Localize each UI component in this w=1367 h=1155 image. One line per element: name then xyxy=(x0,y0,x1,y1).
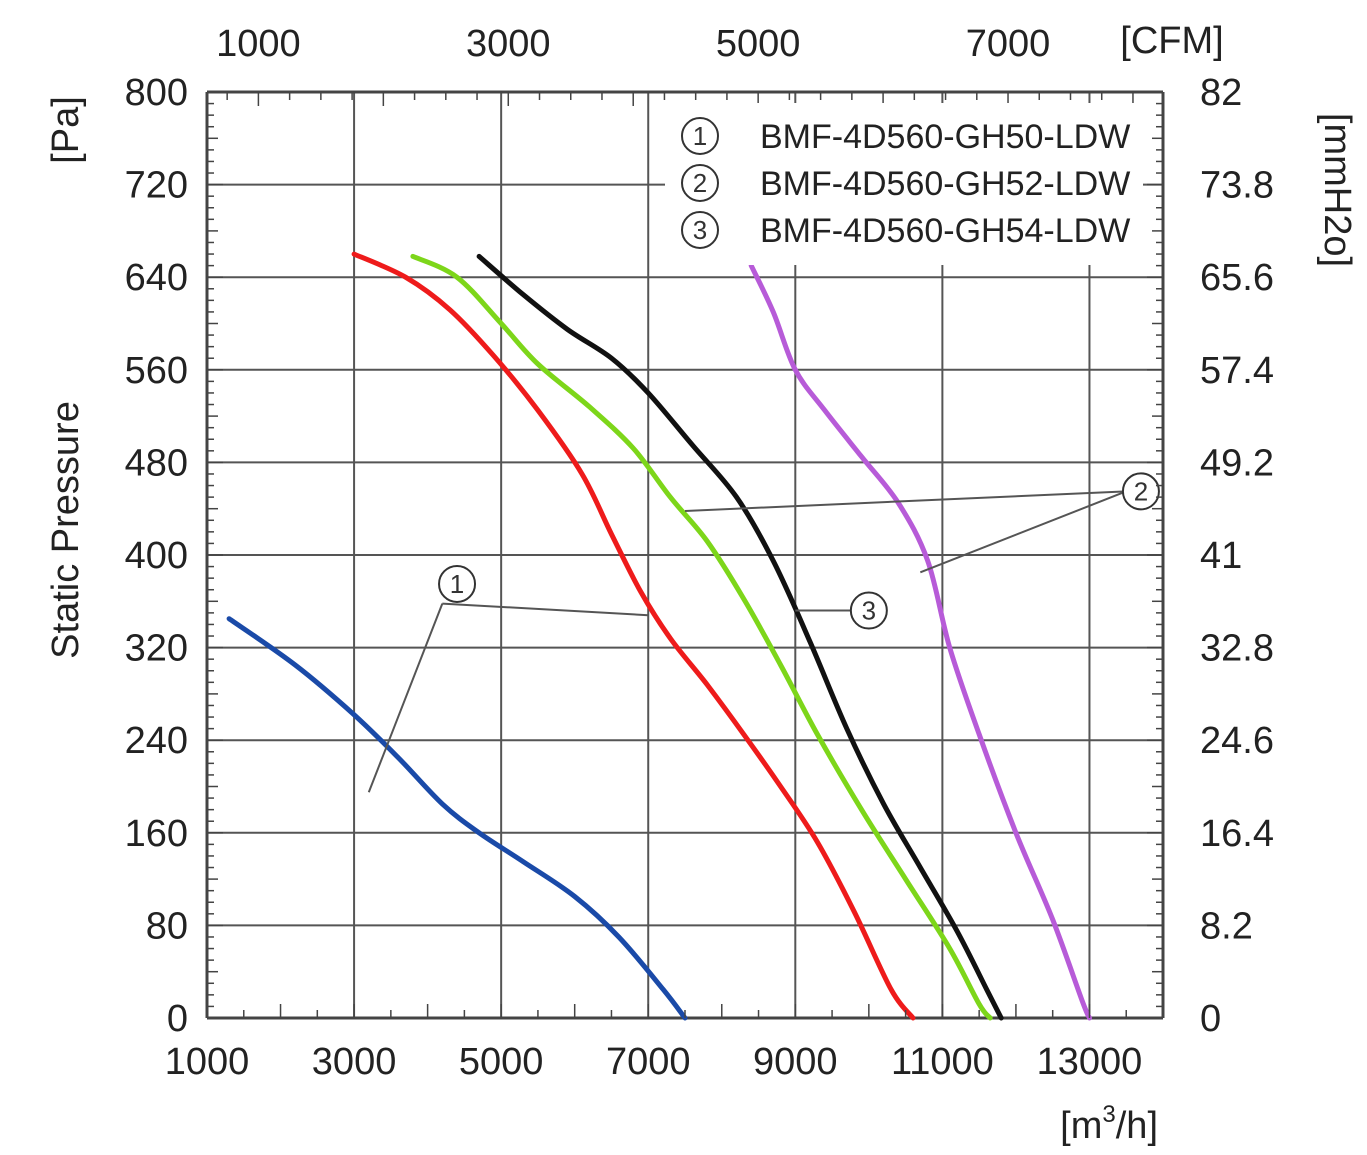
top-tick-label: 1000 xyxy=(216,23,301,65)
leader-line-2-a xyxy=(684,490,1127,513)
y-tick-label: 240 xyxy=(125,720,188,762)
y-tick-label: 640 xyxy=(125,257,188,299)
leader-line-1-a xyxy=(367,603,444,793)
legend-background xyxy=(665,103,1143,265)
y-tick-label: 320 xyxy=(125,628,188,670)
axis-ticks: 08016024032040048056064072080008.216.424… xyxy=(125,23,1274,1083)
x-axis-unit-superscript: 3 xyxy=(1102,1101,1115,1128)
x-tick-label: 9000 xyxy=(753,1041,838,1083)
right-tick-label: 16.4 xyxy=(1200,813,1274,855)
y-tick-label: 560 xyxy=(125,350,188,392)
x-axis-unit-tail: /h] xyxy=(1116,1105,1158,1147)
y-axis-title: Static Pressure xyxy=(45,401,87,659)
series-curve-3 xyxy=(410,253,993,1021)
legend-marker-1: 1 xyxy=(693,121,707,151)
top-tick-label: 7000 xyxy=(966,23,1051,65)
y-tick-label: 400 xyxy=(125,535,188,577)
annotation-marker-2: 2 xyxy=(1134,476,1148,506)
right-tick-label: 24.6 xyxy=(1200,720,1274,762)
annotation-circle-2 xyxy=(1121,472,1160,511)
legend-marker-circle-2 xyxy=(681,164,719,202)
right-tick-label: 8.2 xyxy=(1200,905,1253,947)
series-curve-5 xyxy=(748,263,1092,1021)
y-tick-label: 480 xyxy=(125,442,188,484)
annotation-circle-3 xyxy=(849,591,888,630)
y-axis-unit: [Pa] xyxy=(45,96,87,164)
legend-marker-circle-3 xyxy=(681,211,719,249)
legend-marker-3: 3 xyxy=(693,215,707,245)
right-tick-label: 57.4 xyxy=(1200,350,1274,392)
x-axis-unit-base: [m xyxy=(1060,1105,1102,1147)
legend-label-1: BMF-4D560-GH50-LDW xyxy=(760,118,1130,156)
leader-line-2-b xyxy=(919,490,1127,574)
top-tick-label: 5000 xyxy=(716,23,801,65)
top-axis-unit: [CFM] xyxy=(1120,20,1223,62)
x-tick-label: 7000 xyxy=(606,1041,691,1083)
right-tick-label: 65.6 xyxy=(1200,257,1274,299)
right-tick-label: 32.8 xyxy=(1200,628,1274,670)
right-tick-label: 0 xyxy=(1200,998,1221,1040)
right-tick-label: 82 xyxy=(1200,72,1242,114)
legend-label-2: BMF-4D560-GH52-LDW xyxy=(760,165,1130,203)
leader-line-1-b xyxy=(442,602,649,617)
y-tick-label: 800 xyxy=(125,72,188,114)
legend-label-3: BMF-4D560-GH54-LDW xyxy=(760,212,1130,250)
y-tick-label: 80 xyxy=(146,905,188,947)
x-tick-label: 13000 xyxy=(1037,1041,1143,1083)
annotation-marker-3: 3 xyxy=(862,596,876,626)
x-tick-label: 11000 xyxy=(891,1041,994,1083)
legend-marker-circle-1 xyxy=(681,117,719,155)
y-tick-label: 0 xyxy=(167,998,188,1040)
series-curve-1 xyxy=(226,616,688,1021)
right-tick-label: 73.8 xyxy=(1200,165,1274,207)
curve-annotations: 1 2 3 xyxy=(438,472,1160,630)
right-axis-unit: [mmH2o] xyxy=(1316,113,1358,267)
x-tick-label: 5000 xyxy=(459,1041,544,1083)
x-axis-unit: [m3/h] xyxy=(1060,1101,1158,1147)
right-tick-label: 41 xyxy=(1200,535,1242,577)
x-tick-label: 1000 xyxy=(165,1041,250,1083)
series-curve-2 xyxy=(351,251,916,1021)
legend: 1 BMF-4D560-GH50-LDW 2 BMF-4D560-GH52-LDW 3 B… xyxy=(665,103,1143,265)
right-tick-label: 49.2 xyxy=(1200,442,1274,484)
top-tick-label: 3000 xyxy=(466,23,551,65)
annotation-leader-lines xyxy=(367,490,1127,793)
legend-marker-2: 2 xyxy=(693,168,707,198)
y-tick-label: 720 xyxy=(125,165,188,207)
y-tick-label: 160 xyxy=(125,813,188,855)
series-curve-4 xyxy=(476,253,1004,1021)
series-curves xyxy=(226,251,1092,1021)
annotation-marker-1: 1 xyxy=(450,569,464,599)
annotation-circle-1 xyxy=(438,564,477,603)
x-tick-label: 3000 xyxy=(312,1041,397,1083)
